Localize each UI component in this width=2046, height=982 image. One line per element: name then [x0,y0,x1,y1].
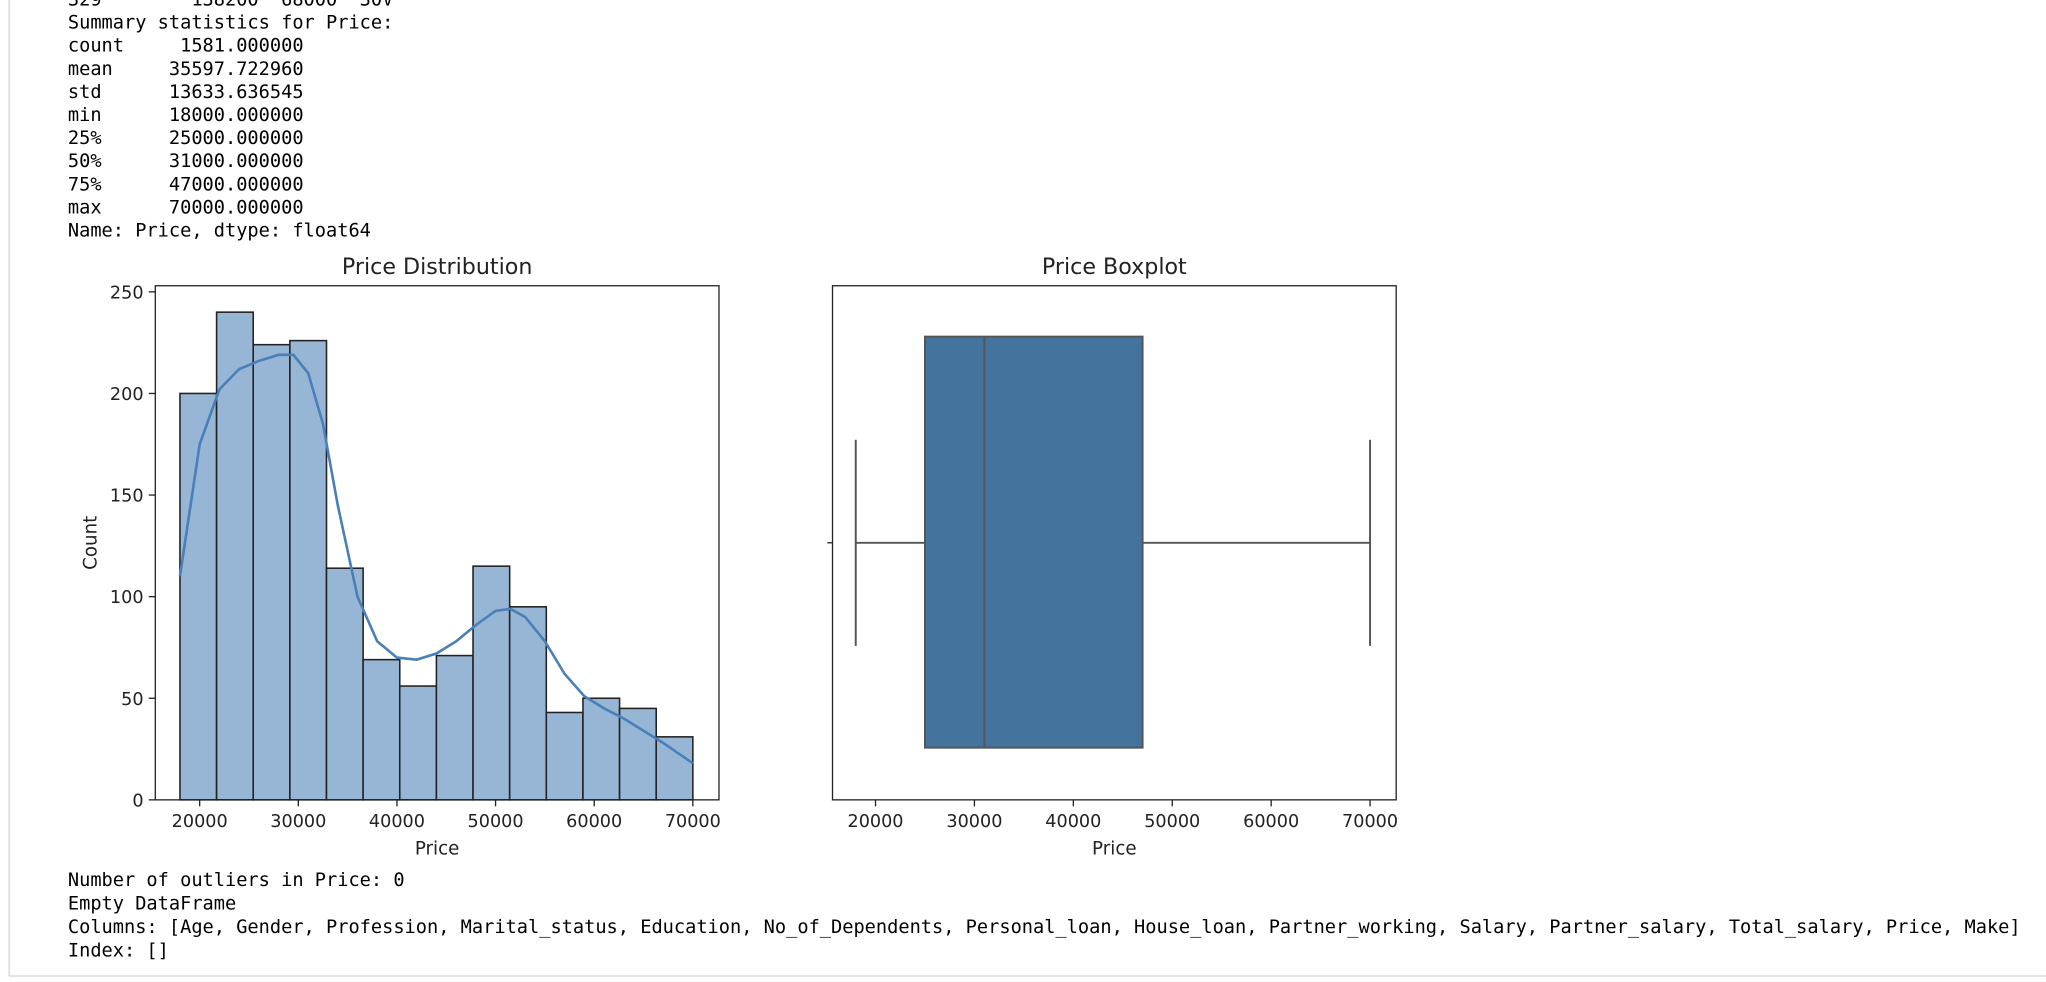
y-axis-label: Count [81,516,102,570]
x-axis-label: Price [1092,839,1137,860]
output-line: Empty DataFrame [68,894,236,915]
x-axis-label: Price [415,839,460,860]
axes-frame [831,285,1397,801]
y-tick-label: 250 [110,283,144,303]
x-tick-label: 50000 [468,812,524,832]
x-tick-label: 70000 [665,812,721,832]
y-tick-label: 0 [132,791,143,811]
histogram-bar [398,685,438,801]
histogram-bar [362,658,401,801]
histogram-bar [289,339,328,801]
x-tick-label: 50000 [1144,812,1200,832]
histogram-bar [655,736,694,801]
output-line: Name: Price, dtype: float64 [68,220,371,241]
output-line: Number of outliers in Price: 0 [68,870,405,891]
x-tick-label: 70000 [1342,812,1398,832]
x-tick-label: 60000 [566,812,622,832]
output-line: 329 138200 68000 30V [68,0,393,11]
output-line: Index: [] [68,941,169,962]
x-tick-label: 20000 [172,812,228,832]
histogram-bar [545,711,584,801]
x-tick-label: 60000 [1243,812,1299,832]
output-line: 50% 31000.000000 [68,151,304,172]
output-line: std 13633.636545 [68,82,304,103]
output-line: 25% 25000.000000 [68,128,304,149]
output-line: max 70000.000000 [68,197,304,218]
x-tick-label: 20000 [848,812,904,832]
y-tick-label: 200 [110,385,144,405]
output-line: min 18000.000000 [68,105,304,126]
y-tick-label: 50 [121,690,143,710]
y-tick-label: 100 [110,588,144,608]
output-line: mean 35597.722960 [68,59,304,80]
x-tick-label: 30000 [270,812,326,832]
axes-frame [154,285,720,801]
chart-title: Price Boxplot [1042,254,1187,280]
output-line: 75% 47000.000000 [68,174,304,195]
histogram-bar [508,606,548,801]
output-line: Summary statistics for Price: [68,13,393,34]
box [923,335,1144,749]
histogram-bar [618,707,657,801]
histogram-bar [472,565,511,801]
x-tick-label: 40000 [369,812,425,832]
y-tick-label: 150 [110,487,144,507]
x-tick-label: 30000 [946,812,1002,832]
histogram-bar [435,654,474,801]
output-line: count 1581.000000 [68,36,304,57]
histogram-bar [252,343,291,801]
histogram-bar [325,567,364,801]
chart-title: Price Distribution [342,254,533,280]
x-tick-label: 40000 [1045,812,1101,832]
output-line: Columns: [Age, Gender, Profession, Marit… [68,917,2021,938]
kde-line [178,353,694,765]
